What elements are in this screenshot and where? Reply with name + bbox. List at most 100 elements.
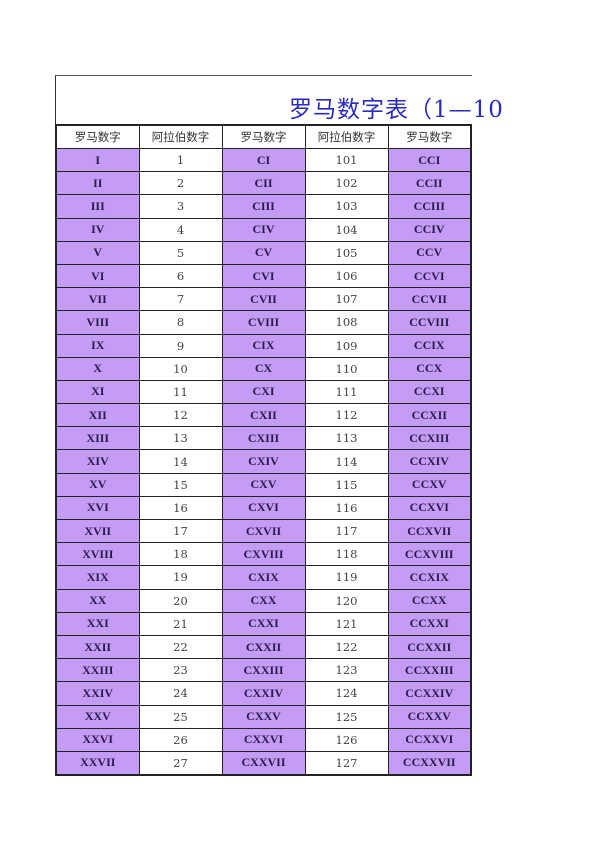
- arabic-cell: 123: [304, 658, 389, 683]
- table-row: XXII 22 CXXII 122 CCXXII: [55, 634, 472, 660]
- table-row: XVIII 18 CXVIII 118 CCXVIII: [55, 542, 472, 567]
- table-row: XVI 16 CXVI 116 CCXVI: [55, 495, 472, 521]
- arabic-cell: 120: [304, 588, 389, 613]
- arabic-cell: 26: [138, 727, 223, 752]
- roman-cell: CCX: [387, 356, 472, 381]
- roman-cell: XII: [55, 403, 140, 428]
- roman-cell: CXVIII: [221, 542, 306, 567]
- arabic-cell: 108: [304, 310, 389, 335]
- arabic-cell: 112: [304, 403, 389, 428]
- arabic-cell: 3: [138, 194, 223, 219]
- roman-cell: CXXV: [221, 704, 306, 729]
- table-row: IV 4 CIV 104 CCIV: [55, 217, 472, 242]
- arabic-cell: 9: [138, 333, 223, 358]
- roman-cell: CII: [221, 171, 306, 196]
- roman-cell: CCXXVI: [387, 727, 472, 752]
- roman-cell: CXXIV: [221, 681, 306, 706]
- roman-cell: CXIII: [221, 426, 306, 451]
- arabic-cell: 19: [138, 565, 223, 590]
- header-roman: 罗马数字: [387, 124, 472, 149]
- arabic-cell: 22: [138, 634, 223, 660]
- roman-cell: XVII: [55, 518, 140, 544]
- roman-cell: CCXVIII: [387, 542, 472, 567]
- arabic-cell: 115: [304, 472, 389, 497]
- table-body: I 1 CI 101 CCI II 2 CII 102 CCII III 3 CIII 103 CCIII I…: [55, 147, 472, 776]
- arabic-cell: 116: [304, 495, 389, 521]
- roman-cell: XIX: [55, 565, 140, 590]
- page-title: 罗马数字表（1—10: [289, 97, 504, 123]
- roman-cell: CXXVII: [221, 750, 306, 776]
- table-row: XXV 25 CXXV 125 CCXXV: [55, 704, 472, 729]
- arabic-cell: 121: [304, 611, 389, 636]
- roman-cell: CCXXII: [387, 634, 472, 660]
- roman-cell: CCXII: [387, 403, 472, 428]
- roman-cell: CCXXIV: [387, 681, 472, 706]
- arabic-cell: 5: [138, 240, 223, 265]
- roman-cell: XXVII: [55, 750, 140, 776]
- roman-cell: CCVI: [387, 263, 472, 289]
- roman-cell: CXXIII: [221, 658, 306, 683]
- arabic-cell: 107: [304, 287, 389, 312]
- roman-cell: II: [55, 171, 140, 196]
- roman-cell: CCXXIII: [387, 658, 472, 683]
- arabic-cell: 103: [304, 194, 389, 219]
- arabic-cell: 102: [304, 171, 389, 196]
- roman-cell: V: [55, 240, 140, 265]
- arabic-cell: 10: [138, 356, 223, 381]
- roman-cell: CVII: [221, 287, 306, 312]
- roman-cell: XIII: [55, 426, 140, 451]
- roman-cell: CCII: [387, 171, 472, 196]
- arabic-cell: 126: [304, 727, 389, 752]
- roman-cell: CCV: [387, 240, 472, 265]
- roman-cell: CCIV: [387, 217, 472, 242]
- table-row: X 10 CX 110 CCX: [55, 356, 472, 381]
- roman-cell: CXVI: [221, 495, 306, 521]
- table-row: XXIV 24 CXXIV 124 CCXXIV: [55, 681, 472, 706]
- header-row: 罗马数字 阿拉伯数字 罗马数字 阿拉伯数字 罗马数字: [55, 124, 472, 149]
- roman-cell: CI: [221, 147, 306, 173]
- roman-cell: CVI: [221, 263, 306, 289]
- header-roman: 罗马数字: [55, 124, 140, 149]
- arabic-cell: 6: [138, 263, 223, 289]
- roman-cell: XXIII: [55, 658, 140, 683]
- arabic-cell: 106: [304, 263, 389, 289]
- table-row: XXVI 26 CXXVI 126 CCXXVI: [55, 727, 472, 752]
- arabic-cell: 118: [304, 542, 389, 567]
- roman-cell: CCVII: [387, 287, 472, 312]
- arabic-cell: 13: [138, 426, 223, 451]
- table-row: VI 6 CVI 106 CCVI: [55, 263, 472, 289]
- table-row: V 5 CV 105 CCV: [55, 240, 472, 265]
- arabic-cell: 110: [304, 356, 389, 381]
- roman-cell: CCI: [387, 147, 472, 173]
- arabic-cell: 111: [304, 379, 389, 405]
- table-row: XIII 13 CXIII 113 CCXIII: [55, 426, 472, 451]
- roman-cell: XXI: [55, 611, 140, 636]
- table-row: VII 7 CVII 107 CCVII: [55, 287, 472, 312]
- roman-cell: CCVIII: [387, 310, 472, 335]
- arabic-cell: 124: [304, 681, 389, 706]
- roman-cell: CIX: [221, 333, 306, 358]
- roman-cell: XX: [55, 588, 140, 613]
- table-row: XVII 17 CXVII 117 CCXVII: [55, 518, 472, 544]
- roman-cell: VIII: [55, 310, 140, 335]
- table-row: XXVII 27 CXXVII 127 CCXXVII: [55, 750, 472, 776]
- roman-cell: CCXVI: [387, 495, 472, 521]
- roman-cell: CXI: [221, 379, 306, 405]
- roman-cell: CXIX: [221, 565, 306, 590]
- roman-cell: CCXIV: [387, 449, 472, 474]
- roman-cell: CX: [221, 356, 306, 381]
- arabic-cell: 101: [304, 147, 389, 173]
- roman-cell: XVI: [55, 495, 140, 521]
- header-roman: 罗马数字: [221, 124, 306, 149]
- roman-cell: IV: [55, 217, 140, 242]
- roman-cell: CCXIII: [387, 426, 472, 451]
- arabic-cell: 104: [304, 217, 389, 242]
- roman-cell: III: [55, 194, 140, 219]
- roman-cell: CCXXVII: [387, 750, 472, 776]
- roman-cell: XXIV: [55, 681, 140, 706]
- roman-cell: CXX: [221, 588, 306, 613]
- table-row: IX 9 CIX 109 CCIX: [55, 333, 472, 358]
- arabic-cell: 14: [138, 449, 223, 474]
- arabic-cell: 20: [138, 588, 223, 613]
- arabic-cell: 1: [138, 147, 223, 173]
